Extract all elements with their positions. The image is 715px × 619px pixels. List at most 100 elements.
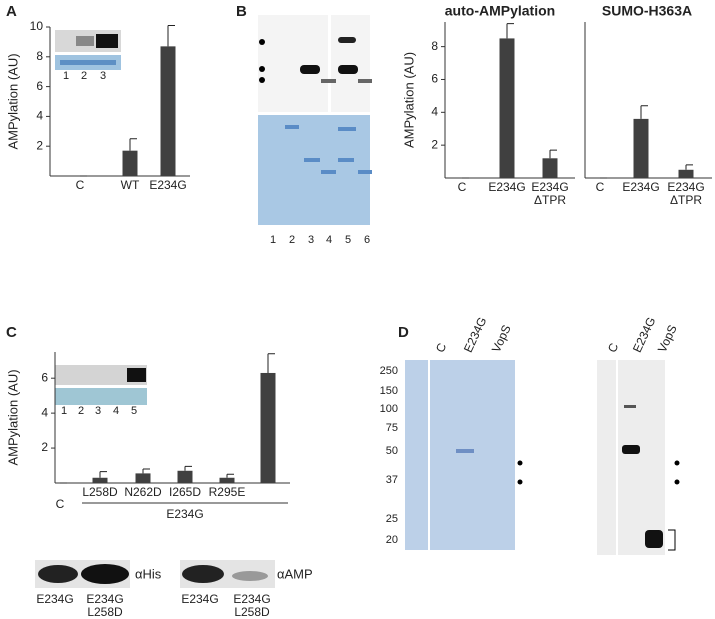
lane-number: 6 <box>364 234 370 246</box>
gel-band <box>127 368 146 382</box>
gel-coomassie <box>405 360 515 550</box>
y-tick-label: 6 <box>36 79 43 93</box>
x-tick-label: R295E <box>209 485 246 499</box>
x-tick-label: WT <box>121 178 140 192</box>
bar <box>678 169 694 178</box>
gel-band <box>304 158 320 162</box>
y-tick-label: 10 <box>30 19 44 33</box>
dot <box>674 479 680 485</box>
bracket <box>668 529 676 551</box>
blot-band <box>81 564 129 584</box>
blot-lane-label: E234G <box>181 592 218 606</box>
blot-band <box>182 565 224 583</box>
y-tick-label: 6 <box>431 72 438 86</box>
gel-band <box>76 36 94 46</box>
x-tick-label: C <box>458 180 467 194</box>
lane-number: 5 <box>131 405 137 417</box>
gel-inset <box>55 388 147 405</box>
gel-band <box>338 127 356 131</box>
gel-split <box>428 360 430 550</box>
gel-band <box>60 60 116 65</box>
bar <box>219 477 235 483</box>
x-tick-label: C <box>76 178 85 192</box>
marker-label: 50 <box>386 445 398 457</box>
x-tick-label: E234G ΔTPR <box>531 180 568 207</box>
bar <box>160 46 176 177</box>
gel-band <box>645 530 663 548</box>
y-tick-label: 2 <box>41 440 48 454</box>
marker-label: 25 <box>386 513 398 525</box>
lane-label: C <box>433 341 449 355</box>
gel-band <box>285 125 299 129</box>
x-tick-label: C <box>596 180 605 194</box>
error-bar <box>267 353 275 373</box>
lane-number: 3 <box>100 70 106 82</box>
blot-band <box>232 571 268 581</box>
x-tick-label: N262D <box>124 485 162 499</box>
gel-band <box>321 170 336 174</box>
y-tick-label: 8 <box>431 39 438 53</box>
y-tick-label: 6 <box>41 370 48 384</box>
lane-number: 4 <box>113 405 119 417</box>
lane-number: 3 <box>95 405 101 417</box>
y-axis-label: AMPylation (AU) <box>401 52 416 148</box>
blot-lane-label: E234G L258D <box>86 592 123 619</box>
y-tick-label: 4 <box>36 109 43 123</box>
group-label: E234G <box>166 507 203 521</box>
chart-title: auto-AMPylation <box>445 3 555 19</box>
panel-letter: C <box>6 324 17 341</box>
gel-band <box>456 449 474 453</box>
error-bar <box>99 471 107 478</box>
dot <box>259 77 265 83</box>
dot <box>259 66 265 72</box>
panel-letter: D <box>398 324 409 341</box>
marker-label: 20 <box>386 534 398 546</box>
gel-autorad <box>258 15 370 112</box>
x-tick-label: I265D <box>169 485 201 499</box>
error-bar <box>549 149 557 159</box>
lane-number: 2 <box>289 234 295 246</box>
dot <box>517 460 523 466</box>
bar <box>499 38 515 178</box>
marker-label: 75 <box>386 422 398 434</box>
gel-autorad <box>597 360 665 555</box>
y-tick-label: 4 <box>431 104 438 118</box>
lane-number: 4 <box>326 234 332 246</box>
bar <box>260 372 276 483</box>
y-tick-label: 2 <box>36 138 43 152</box>
bar <box>177 470 193 483</box>
error-bar <box>685 164 693 170</box>
bar <box>542 158 558 178</box>
gel-band <box>622 445 640 454</box>
marker-label: 250 <box>380 365 398 377</box>
lane-label: C <box>605 341 621 355</box>
dot <box>517 479 523 485</box>
marker-label: 150 <box>380 385 398 397</box>
x-tick-label: E234G <box>622 180 659 194</box>
y-axis-label: AMPylation (AU) <box>5 53 20 149</box>
y-tick-label: 4 <box>41 405 48 419</box>
marker-label: 37 <box>386 474 398 486</box>
blot-band <box>38 565 78 583</box>
y-tick-label: 8 <box>36 49 43 63</box>
bar <box>92 477 108 483</box>
lane-number: 2 <box>78 405 84 417</box>
gel-band <box>358 170 372 174</box>
gel-band <box>321 79 336 83</box>
lane-number: 1 <box>63 70 69 82</box>
panel-letter: A <box>6 3 17 20</box>
x-tick-label: L258D <box>82 485 118 499</box>
bar <box>633 118 649 178</box>
error-bar <box>129 138 137 151</box>
antibody-label: αAMP <box>277 566 313 581</box>
gel-band <box>338 37 356 43</box>
error-bar <box>640 105 648 119</box>
gel-band <box>624 405 636 408</box>
lane-number: 1 <box>270 234 276 246</box>
x-tick-label: E234G ΔTPR <box>667 180 704 207</box>
gel-band <box>338 158 354 162</box>
lane-number: 2 <box>81 70 87 82</box>
error-bar <box>226 473 234 478</box>
gel-coomassie <box>258 115 370 225</box>
